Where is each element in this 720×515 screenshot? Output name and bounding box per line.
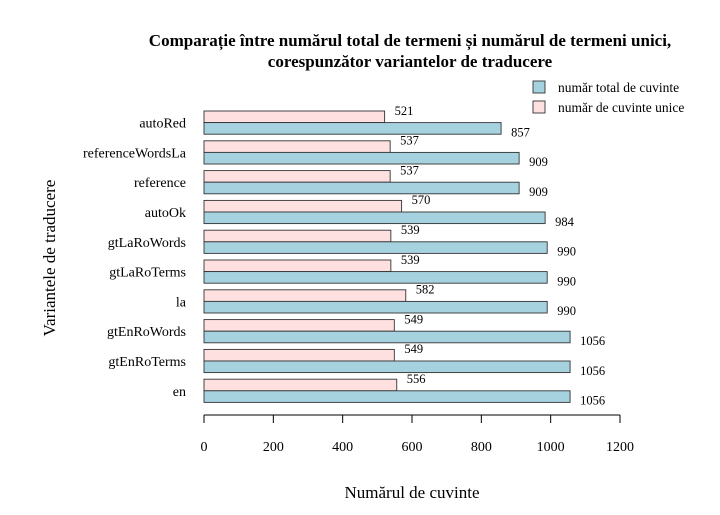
category-label-la: la bbox=[176, 295, 187, 310]
bar-unique-reference bbox=[203, 170, 391, 183]
bars-group: 521 857 537 909 537 909 570 984 539 990 539 990 582 9… bbox=[203, 104, 605, 408]
x-tick-label-200: 200 bbox=[263, 440, 284, 455]
bar-unique-autoOk bbox=[203, 199, 403, 213]
x-tick-label-1000: 1000 bbox=[537, 440, 565, 455]
value-label-unique-la: 582 bbox=[416, 283, 435, 297]
category-labels: autoRed referenceWordsLa reference autoOk gt… bbox=[83, 117, 187, 400]
bar-unique-gtLaRoWords bbox=[203, 229, 392, 243]
value-label-total-gtEnRoWords: 1056 bbox=[580, 334, 605, 348]
bar-unique-gtEnRoWords bbox=[203, 319, 395, 332]
x-tick-label-400: 400 bbox=[332, 440, 353, 455]
value-label-total-autoOk: 984 bbox=[555, 215, 575, 229]
bar-unique-referenceWordsLa bbox=[203, 140, 391, 153]
bar-total-la bbox=[203, 300, 548, 314]
bar-total-autoRed bbox=[203, 122, 502, 135]
x-axis: 0 200 400 600 800 1000 1200 bbox=[201, 414, 634, 455]
value-label-total-reference: 909 bbox=[529, 185, 548, 199]
value-label-total-la: 990 bbox=[557, 304, 576, 318]
category-label-autoOk: autoOk bbox=[145, 206, 186, 221]
x-tick-label-1200: 1200 bbox=[606, 440, 634, 455]
value-label-unique-gtEnRoTerms: 549 bbox=[404, 342, 423, 356]
category-label-reference: reference bbox=[134, 176, 186, 191]
bar-total-gtEnRoWords bbox=[203, 330, 571, 344]
chart-title-line-2: corespunzător variantelor de traducere bbox=[268, 52, 553, 71]
value-label-unique-gtLaRoTerms: 539 bbox=[401, 253, 420, 267]
value-label-unique-autoRed: 521 bbox=[395, 104, 414, 118]
value-label-unique-gtLaRoWords: 539 bbox=[401, 223, 420, 237]
y-axis-label: Variantele de traducere bbox=[40, 180, 59, 337]
value-label-unique-en: 556 bbox=[407, 372, 426, 386]
bar-total-referenceWordsLa bbox=[203, 151, 520, 165]
bar-unique-gtLaRoTerms bbox=[203, 259, 392, 273]
category-label-referenceWordsLa: referenceWordsLa bbox=[83, 146, 187, 161]
bar-total-gtLaRoTerms bbox=[203, 271, 548, 284]
value-label-total-gtLaRoTerms: 990 bbox=[557, 274, 576, 288]
x-tick-label-800: 800 bbox=[471, 440, 492, 455]
bar-unique-autoRed bbox=[203, 110, 386, 124]
x-tick-label-0: 0 bbox=[201, 440, 208, 455]
value-label-total-autoRed: 857 bbox=[511, 125, 530, 139]
bar-unique-gtEnRoTerms bbox=[203, 348, 395, 362]
category-label-gtEnRoTerms: gtEnRoTerms bbox=[108, 355, 186, 370]
bar-unique-en bbox=[203, 378, 398, 392]
value-label-unique-reference: 537 bbox=[400, 163, 419, 177]
legend-swatch-1 bbox=[532, 100, 546, 114]
bar-total-autoOk bbox=[203, 211, 546, 225]
legend-swatch-0 bbox=[532, 80, 546, 94]
bar-total-gtEnRoTerms bbox=[203, 360, 571, 374]
category-label-gtLaRoWords: gtLaRoWords bbox=[108, 236, 186, 251]
value-label-total-referenceWordsLa: 909 bbox=[529, 155, 548, 169]
category-label-autoRed: autoRed bbox=[139, 117, 186, 132]
category-label-gtEnRoWords: gtEnRoWords bbox=[107, 325, 186, 340]
value-label-unique-gtEnRoWords: 549 bbox=[404, 312, 423, 326]
bar-total-gtLaRoWords bbox=[203, 241, 548, 254]
x-axis-label: Numărul de cuvinte bbox=[344, 483, 479, 502]
value-label-total-gtEnRoTerms: 1056 bbox=[580, 364, 605, 378]
legend: număr total de cuvinte număr de cuvinte u… bbox=[532, 80, 684, 115]
value-label-total-en: 1056 bbox=[580, 394, 605, 408]
bar-unique-la bbox=[203, 289, 407, 302]
legend-label-1: număr de cuvinte unice bbox=[558, 100, 684, 115]
category-label-gtLaRoTerms: gtLaRoTerms bbox=[109, 266, 186, 281]
value-label-unique-autoOk: 570 bbox=[412, 193, 431, 207]
x-tick-label-600: 600 bbox=[402, 440, 423, 455]
value-label-total-gtLaRoWords: 990 bbox=[557, 245, 576, 259]
bar-total-reference bbox=[203, 181, 520, 195]
category-label-en: en bbox=[173, 385, 186, 400]
bar-total-en bbox=[203, 390, 571, 403]
value-label-unique-referenceWordsLa: 537 bbox=[400, 134, 419, 148]
legend-label-0: număr total de cuvinte bbox=[558, 80, 679, 95]
chart-title-line-1: Comparație între numărul total de termen… bbox=[149, 31, 671, 51]
